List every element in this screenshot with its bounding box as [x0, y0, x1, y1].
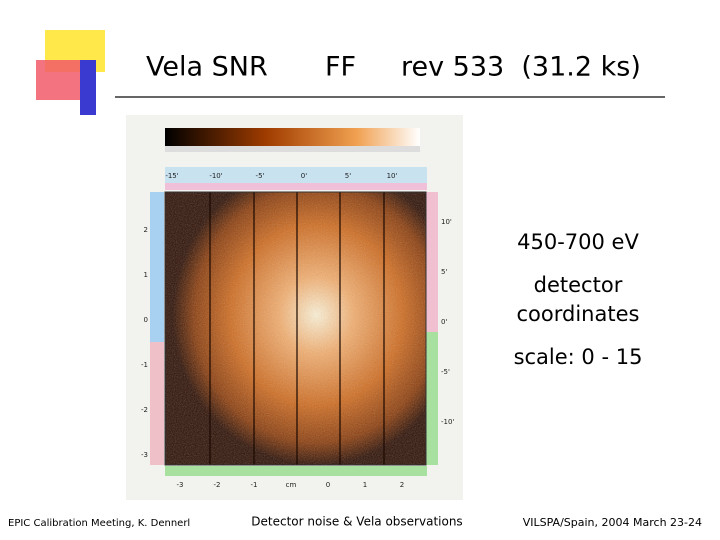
image-tick-label: -1	[251, 481, 258, 489]
image-tick-label: -1	[141, 361, 148, 369]
footer-left: EPIC Calibration Meeting, K. Dennerl	[8, 518, 190, 529]
image-tick-label: 1	[363, 481, 367, 489]
note: coordinates	[517, 302, 640, 326]
image-tick-label: 10'	[441, 218, 452, 226]
title: Vela SNR	[146, 52, 268, 83]
image-tick-label: 0'	[441, 318, 447, 326]
deco-red	[36, 60, 80, 100]
image-tick-label: -2	[141, 406, 148, 414]
image-tick-label: 0'	[301, 172, 307, 180]
image-tick-label: -10'	[441, 418, 454, 426]
footer-right: VILSPA/Spain, 2004 March 23-24	[523, 516, 702, 529]
image-tick-label: -3	[177, 481, 184, 489]
image-tick-label: 5'	[441, 268, 447, 276]
image-tick-label: 10'	[387, 172, 398, 180]
image-tick-label: 2	[144, 226, 148, 234]
detector-image	[126, 115, 463, 500]
note: detector	[534, 273, 623, 297]
image-tick-label: 2	[400, 481, 404, 489]
title: rev 533 (31.2 ks)	[401, 52, 641, 83]
footer-center: Detector noise & Vela observations	[251, 515, 462, 529]
note: scale: 0 - 15	[514, 345, 643, 369]
image-tick-label: 1	[144, 271, 148, 279]
title: FF	[325, 52, 356, 83]
image-tick-label: 0	[144, 316, 148, 324]
image-tick-label: -10'	[209, 172, 222, 180]
note: 450-700 eV	[517, 230, 639, 254]
image-tick-label: -3	[141, 451, 148, 459]
image-tick-label: -2	[214, 481, 221, 489]
image-tick-label: -5'	[441, 368, 450, 376]
image-tick-label: cm	[286, 481, 297, 489]
image-tick-label: 5'	[345, 172, 351, 180]
image-tick-label: -5'	[256, 172, 265, 180]
image-tick-label: 0	[326, 481, 330, 489]
deco-blue	[80, 60, 96, 115]
image-tick-label: -15'	[165, 172, 178, 180]
